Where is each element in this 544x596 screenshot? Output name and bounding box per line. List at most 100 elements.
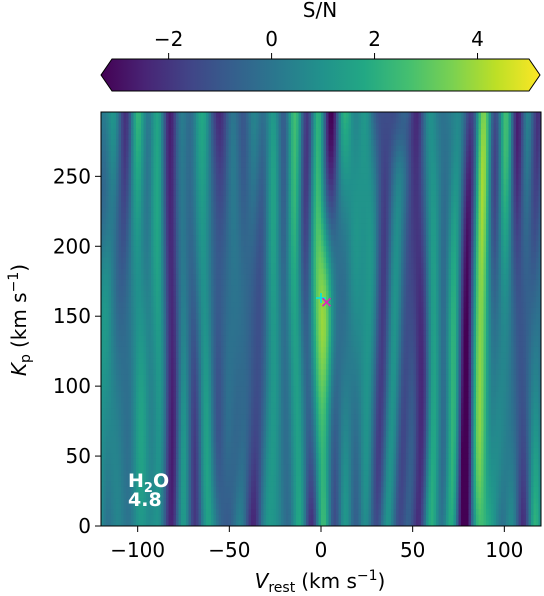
heatmap-cell: [223, 218, 227, 225]
heatmap-cell: [178, 151, 182, 158]
heatmap-cell: [516, 112, 520, 119]
heatmap-cell: [118, 134, 122, 141]
heatmap-cell: [306, 207, 310, 214]
heatmap-cell: [303, 145, 307, 152]
heatmap-cell: [166, 117, 170, 124]
heatmap-cell: [228, 257, 232, 264]
heatmap-cell: [511, 167, 515, 175]
heatmap-cell: [131, 212, 135, 219]
heatmap-cell: [121, 268, 125, 275]
heatmap-cell: [506, 218, 510, 225]
heatmap-cell: [186, 156, 190, 163]
heatmap-cell: [443, 173, 447, 180]
heatmap-cell: [208, 235, 212, 242]
heatmap-cell: [291, 218, 295, 225]
heatmap-cell: [533, 151, 537, 158]
heatmap-cell: [343, 145, 347, 152]
heatmap-cell: [521, 223, 525, 231]
heatmap-cell: [468, 173, 472, 180]
heatmap-cell: [108, 251, 112, 259]
heatmap-cell: [213, 117, 217, 124]
heatmap-cell: [401, 123, 405, 130]
heatmap-cell: [413, 218, 417, 225]
heatmap-cell: [473, 151, 477, 158]
heatmap-cell: [308, 151, 312, 158]
heatmap-cell: [251, 201, 255, 208]
heatmap-cell: [283, 201, 287, 208]
heatmap-cell: [331, 145, 335, 152]
heatmap-cell: [318, 257, 322, 264]
heatmap-cell: [258, 195, 262, 203]
heatmap-cell: [181, 156, 185, 163]
heatmap-cell: [476, 151, 480, 158]
heatmap-cell: [241, 117, 245, 124]
heatmap-cell: [373, 162, 377, 169]
heatmap-cell: [301, 128, 305, 135]
heatmap-cell: [381, 167, 385, 175]
heatmap-cell: [328, 117, 332, 124]
heatmap-cell: [233, 134, 237, 141]
heatmap-cell: [458, 190, 462, 197]
heatmap-cell: [158, 173, 162, 180]
heatmap-cell: [151, 123, 155, 130]
heatmap-cell: [333, 212, 337, 219]
heatmap-cell: [331, 151, 335, 158]
heatmap-cell: [171, 240, 175, 247]
heatmap-cell: [158, 184, 162, 191]
heatmap-cell: [468, 145, 472, 152]
heatmap-cell: [406, 162, 410, 169]
heatmap-cell: [113, 201, 117, 208]
heatmap-cell: [156, 268, 160, 275]
heatmap-cell: [226, 240, 230, 247]
heatmap-cell: [523, 179, 527, 186]
heatmap-cell: [181, 268, 185, 275]
heatmap-cell: [371, 212, 375, 219]
heatmap-cell: [131, 251, 135, 259]
heatmap-cell: [373, 235, 377, 242]
heatmap-cell: [346, 235, 350, 242]
heatmap-cell: [401, 184, 405, 191]
heatmap-cell: [453, 190, 457, 197]
heatmap-cell: [501, 229, 505, 236]
heatmap-cell: [263, 201, 267, 208]
heatmap-cell: [151, 173, 155, 180]
heatmap-cell: [463, 112, 467, 119]
heatmap-cell: [103, 123, 107, 130]
heatmap-cell: [193, 223, 197, 231]
heatmap-cell: [436, 162, 440, 169]
heatmap-cell: [121, 218, 125, 225]
heatmap-cell: [116, 251, 120, 259]
heatmap-cell: [188, 257, 192, 264]
heatmap-cell: [258, 212, 262, 219]
heatmap-cell: [286, 139, 290, 147]
heatmap-cell: [471, 212, 475, 219]
heatmap-cell: [278, 263, 282, 270]
heatmap-cell: [191, 123, 195, 130]
heatmap-cell: [351, 201, 355, 208]
heatmap-cell: [531, 112, 535, 119]
heatmap-cell: [376, 145, 380, 152]
heatmap-cell: [488, 201, 492, 208]
heatmap-cell: [461, 235, 465, 242]
heatmap-cell: [453, 229, 457, 236]
heatmap-cell: [368, 251, 372, 259]
heatmap-cell: [518, 251, 522, 259]
heatmap-cell: [436, 117, 440, 124]
heatmap-cell: [478, 190, 482, 197]
heatmap-cell: [398, 128, 402, 135]
heatmap-cell: [173, 240, 177, 247]
heatmap-cell: [133, 218, 137, 225]
heatmap-cell: [481, 117, 485, 124]
heatmap-cell: [321, 246, 325, 253]
heatmap-cell: [378, 235, 382, 242]
heatmap-cell: [121, 257, 125, 264]
heatmap-cell: [228, 173, 232, 180]
heatmap-cell: [456, 195, 460, 203]
heatmap-cell: [333, 229, 337, 236]
heatmap-cell: [431, 128, 435, 135]
heatmap-cell: [508, 139, 512, 147]
heatmap-cell: [418, 229, 422, 236]
heatmap-cell: [451, 112, 455, 119]
heatmap-cell: [471, 123, 475, 130]
heatmap-cell: [416, 167, 420, 175]
